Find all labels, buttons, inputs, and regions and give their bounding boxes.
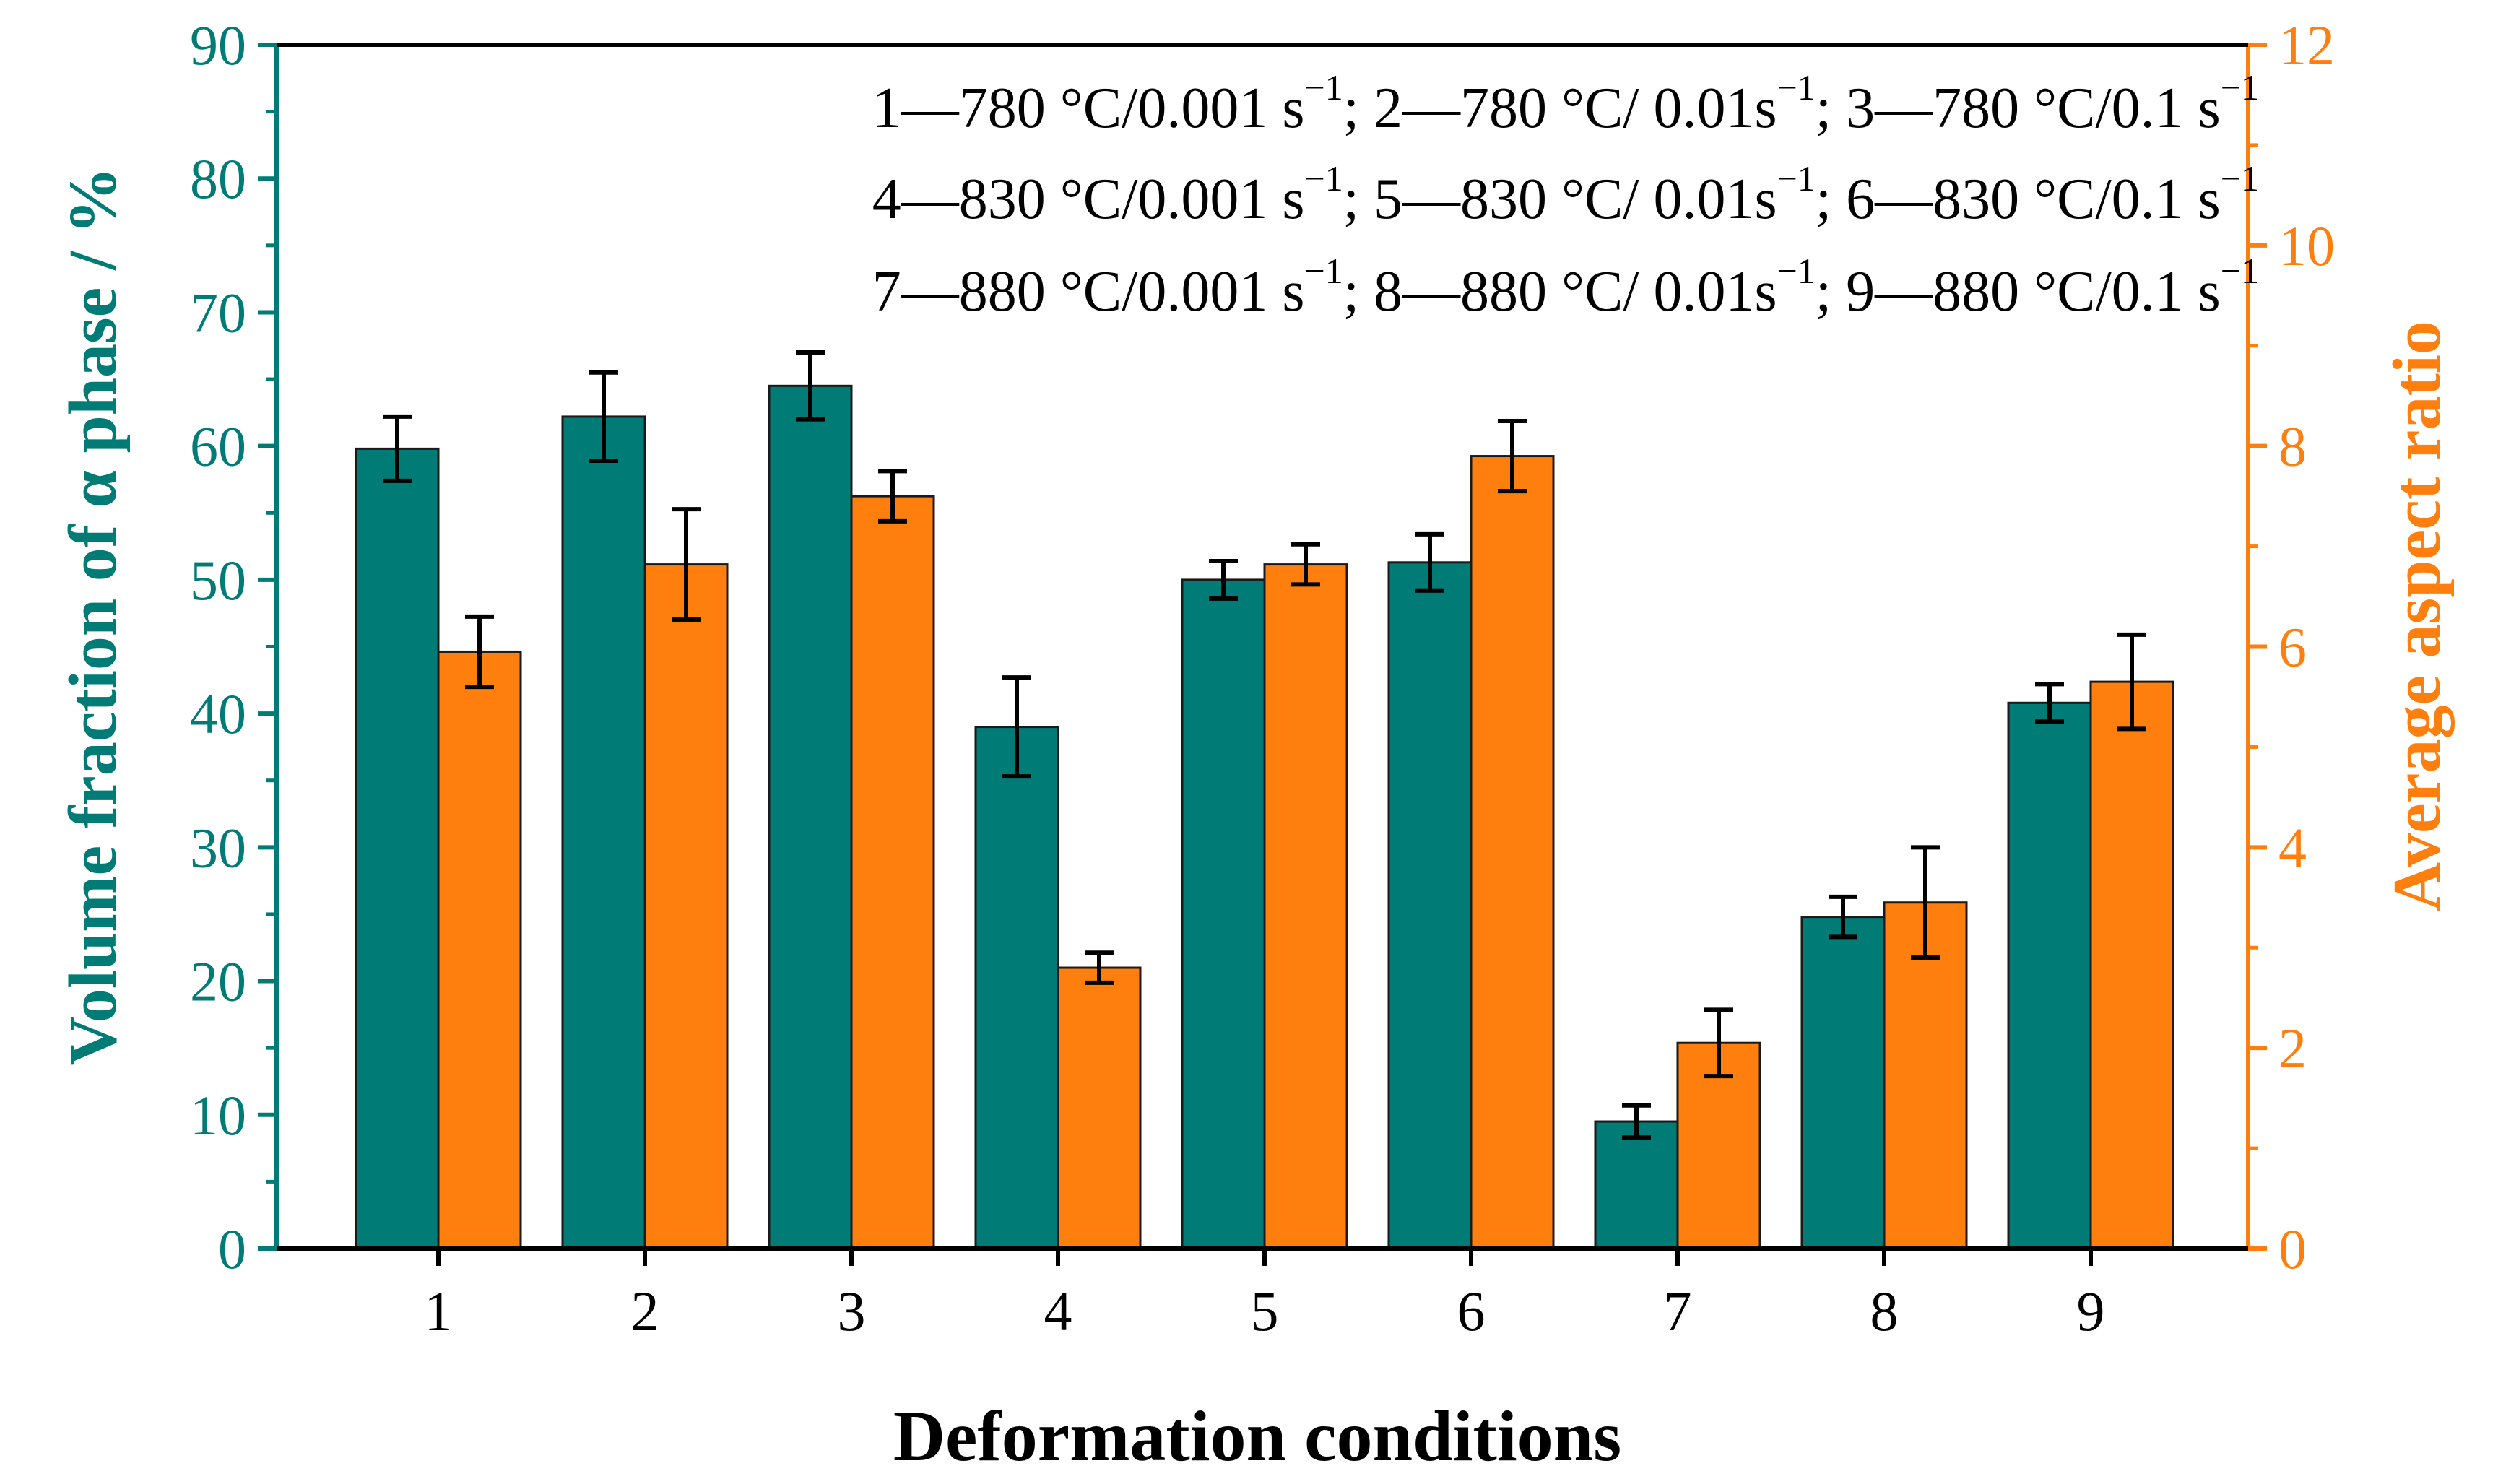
legend-text: ; 9—880 °C/0.1 s [1816, 260, 2221, 324]
legend-superscript: −1 [1305, 158, 1343, 199]
bar-aspect-ratio-6 [1470, 455, 1555, 1250]
bar-volume-fraction-7 [1594, 1120, 1679, 1250]
errorbar-volume-fraction-4 [1002, 675, 1031, 779]
bar-aspect-ratio-3 [850, 495, 935, 1250]
bar-aspect-ratio-5 [1263, 563, 1348, 1250]
y-left-tick-label-80: 80 [190, 147, 246, 210]
legend-superscript: −1 [1777, 251, 1816, 291]
legend-superscript: −1 [1305, 251, 1343, 291]
y-right-tick-label-4: 4 [2278, 816, 2307, 879]
legend-text: 7—880 °C/0.001 s [872, 260, 1305, 324]
y-left-tick-label-0: 0 [218, 1218, 246, 1280]
y-left-tick-label-90: 90 [190, 14, 246, 77]
legend-text: 1—780 °C/0.001 s [872, 77, 1305, 140]
errorbar-volume-fraction-6 [1415, 531, 1444, 593]
y-right-tick-label-0: 0 [2278, 1218, 2307, 1280]
x-tick-label-7: 7 [1664, 1280, 1692, 1342]
bar-volume-fraction-5 [1181, 578, 1266, 1250]
condition-legend-line-3: 7—880 °C/0.001 s−1; 8—880 °C/ 0.01s−1; 9… [872, 251, 2259, 324]
legend-text: ; 3—780 °C/0.1 s [1816, 77, 2221, 140]
y-left-tick-label-40: 40 [190, 682, 246, 745]
legend-superscript: −1 [2221, 67, 2259, 108]
errorbar-aspect-ratio-5 [1291, 542, 1320, 587]
legend-text: 4—830 °C/0.001 s [872, 168, 1305, 231]
errorbar-volume-fraction-5 [1209, 558, 1238, 601]
y-axis-left-title: Volume fraction of α phase / % [56, 167, 131, 1066]
bar-volume-fraction-2 [561, 415, 646, 1250]
legend-text: ; 5—830 °C/ 0.01s [1343, 168, 1777, 231]
y-left-tick-label-20: 20 [190, 950, 246, 1013]
y-axis-right-title: Average aspect ratio [2380, 321, 2455, 911]
errorbar-aspect-ratio-7 [1704, 1007, 1733, 1079]
x-tick-label-3: 3 [838, 1280, 866, 1342]
condition-legend: 1—780 °C/0.001 s−1; 2—780 °C/ 0.01s−1; 3… [872, 67, 2259, 324]
legend-superscript: −1 [1777, 158, 1816, 199]
legend-text: ; 8—880 °C/ 0.01s [1343, 260, 1777, 324]
errorbar-volume-fraction-2 [589, 370, 618, 464]
bars-layer [355, 384, 2174, 1250]
bar-volume-fraction-8 [1800, 916, 1886, 1250]
bar-aspect-ratio-2 [643, 563, 729, 1250]
x-tick-label-5: 5 [1251, 1280, 1279, 1342]
legend-superscript: −1 [2221, 251, 2259, 291]
errorbar-aspect-ratio-8 [1911, 845, 1940, 960]
y-left-tick-label-10: 10 [190, 1084, 246, 1147]
errorbar-aspect-ratio-1 [465, 614, 494, 690]
y-left-tick-label-30: 30 [190, 816, 246, 879]
bar-volume-fraction-3 [768, 384, 853, 1250]
legend-superscript: −1 [1305, 67, 1343, 108]
bar-aspect-ratio-1 [437, 650, 522, 1250]
bar-volume-fraction-4 [974, 726, 1059, 1250]
x-tick-label-9: 9 [2077, 1280, 2105, 1342]
errorbar-volume-fraction-1 [383, 414, 412, 483]
y-right-tick-label-12: 12 [2278, 14, 2335, 77]
errorbar-volume-fraction-7 [1622, 1103, 1651, 1140]
x-axis-title: Deformation conditions [893, 1396, 1621, 1476]
y-right-tick-label-8: 8 [2278, 415, 2307, 478]
y-left-tick-label-70: 70 [190, 281, 246, 344]
x-tick-label-4: 4 [1044, 1280, 1072, 1342]
legend-superscript: −1 [1777, 67, 1816, 108]
condition-legend-line-2: 4—830 °C/0.001 s−1; 5—830 °C/ 0.01s−1; 6… [872, 158, 2259, 231]
legend-text: ; 2—780 °C/ 0.01s [1343, 77, 1777, 140]
error-bars-layer [383, 350, 2146, 1140]
y-right-tick-label-2: 2 [2278, 1017, 2307, 1080]
bar-aspect-ratio-8 [1883, 901, 1968, 1250]
bar-volume-fraction-1 [355, 447, 440, 1250]
y-right-tick-label-10: 10 [2278, 214, 2335, 277]
x-tick-label-2: 2 [631, 1280, 659, 1342]
y-left-tick-label-60: 60 [190, 415, 246, 478]
x-tick-label-8: 8 [1870, 1280, 1899, 1342]
errorbar-aspect-ratio-2 [672, 507, 701, 622]
y-left-tick-label-50: 50 [190, 549, 246, 612]
condition-legend-line-1: 1—780 °C/0.001 s−1; 2—780 °C/ 0.01s−1; 3… [872, 67, 2259, 140]
bar-aspect-ratio-4 [1057, 966, 1142, 1250]
legend-text: ; 6—830 °C/0.1 s [1816, 168, 2221, 231]
errorbar-volume-fraction-8 [1829, 894, 1857, 940]
errorbar-aspect-ratio-4 [1085, 950, 1114, 985]
bar-aspect-ratio-9 [2089, 680, 2174, 1250]
errorbar-volume-fraction-9 [2035, 682, 2064, 724]
errorbar-aspect-ratio-9 [2117, 632, 2146, 732]
errorbar-volume-fraction-3 [796, 350, 825, 422]
x-tick-label-6: 6 [1457, 1280, 1486, 1342]
legend-superscript: −1 [2221, 158, 2259, 199]
bar-volume-fraction-6 [1387, 561, 1473, 1250]
y-right-tick-label-6: 6 [2278, 616, 2307, 679]
bar-volume-fraction-9 [2007, 701, 2092, 1250]
errorbar-aspect-ratio-3 [878, 469, 907, 524]
x-tick-label-1: 1 [425, 1280, 453, 1342]
errorbar-aspect-ratio-6 [1498, 418, 1527, 494]
